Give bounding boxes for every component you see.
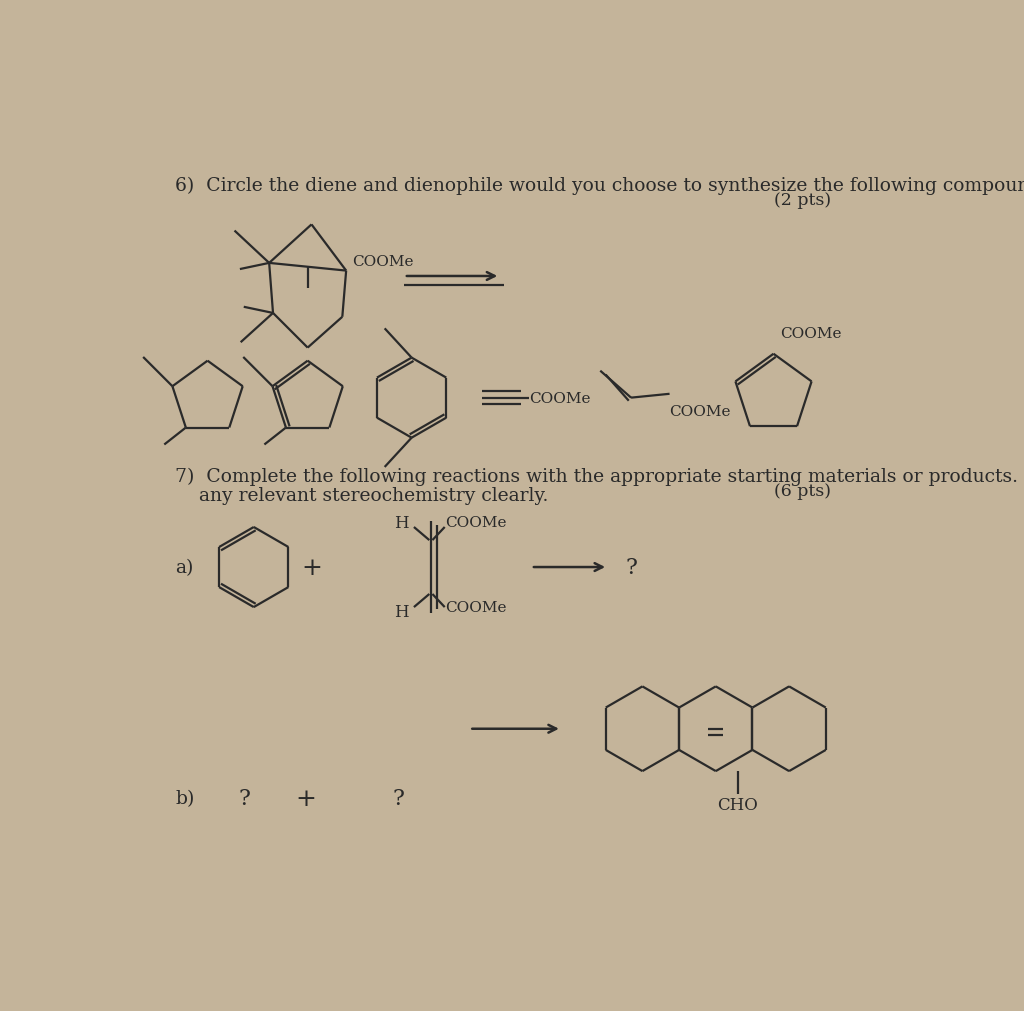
Text: COOMe: COOMe [444, 516, 506, 530]
Text: 6)  Circle the diene and dienophile would you choose to synthesize the following: 6) Circle the diene and dienophile would… [175, 177, 1024, 195]
Text: COOMe: COOMe [528, 391, 590, 405]
Text: any relevant stereochemistry clearly.: any relevant stereochemistry clearly. [175, 486, 549, 504]
Text: COOMe: COOMe [779, 327, 841, 341]
Text: H: H [394, 604, 409, 621]
Text: b): b) [175, 790, 195, 807]
Text: H: H [394, 515, 409, 532]
Text: COOMe: COOMe [670, 404, 731, 419]
Text: +: + [301, 556, 322, 579]
Text: CHO: CHO [718, 796, 758, 813]
Text: 7)  Complete the following reactions with the appropriate starting materials or : 7) Complete the following reactions with… [175, 467, 1024, 485]
Text: ?: ? [625, 556, 637, 578]
Text: ?: ? [392, 788, 404, 809]
Text: COOMe: COOMe [444, 601, 506, 615]
Text: ?: ? [239, 788, 251, 809]
Text: (6 pts): (6 pts) [774, 483, 831, 499]
Text: (2 pts): (2 pts) [774, 192, 831, 209]
Text: a): a) [175, 558, 194, 576]
Text: COOMe: COOMe [352, 255, 414, 268]
Text: +: + [296, 787, 316, 810]
